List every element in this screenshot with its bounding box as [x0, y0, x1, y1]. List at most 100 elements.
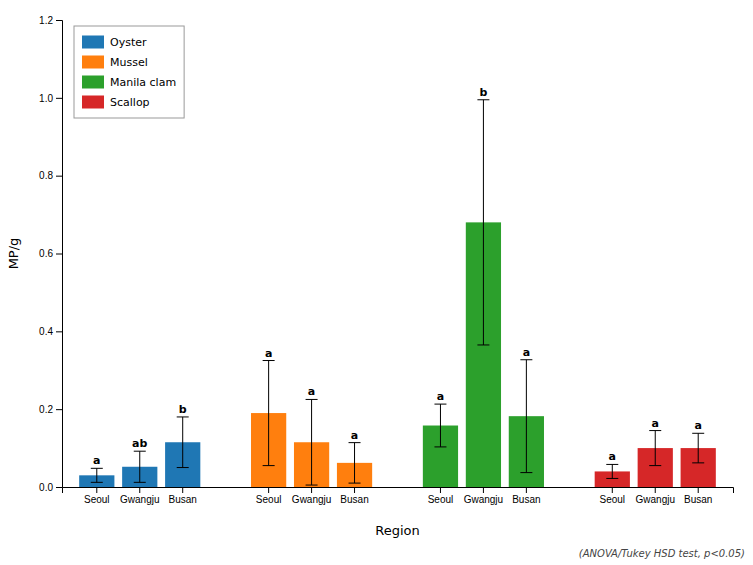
x-tick-mark — [354, 487, 355, 493]
x-tick-label: Busan — [340, 494, 368, 505]
legend-label: Manila clam — [110, 76, 176, 89]
y-tick-label: 0.0 — [39, 482, 53, 493]
x-tick-label: Seoul — [599, 494, 625, 505]
x-tick-label: Seoul — [256, 494, 282, 505]
x-tick: Gwangju — [120, 487, 159, 505]
error-bar — [306, 399, 318, 485]
legend-swatch — [82, 56, 104, 69]
error-bar — [434, 404, 446, 447]
plot: aabbaaaabaaaaSeoulGwangjuBusanSeoulGwang… — [39, 15, 733, 505]
y-tick-label: 0.6 — [39, 248, 53, 259]
series — [595, 431, 716, 487]
error-bar — [692, 433, 704, 463]
legend-swatch — [82, 36, 104, 49]
significance-label: a — [652, 417, 659, 430]
x-tick: Gwangju — [292, 487, 331, 505]
series — [251, 361, 372, 487]
y-tick-label: 0.8 — [39, 170, 53, 181]
x-tick-mark — [612, 487, 613, 493]
y-axis-title: MP/g — [6, 238, 21, 270]
legend-label: Mussel — [110, 56, 148, 69]
legend-swatch — [82, 96, 104, 109]
chart: aabbaaaabaaaaSeoulGwangjuBusanSeoulGwang… — [0, 0, 753, 565]
y-tick-label: 0.2 — [39, 404, 53, 415]
legend: Oyster Mussel Manila clam Scallop — [74, 26, 184, 118]
x-tick-mark — [526, 487, 527, 493]
y-tick-mark — [56, 487, 62, 488]
significance-label: b — [179, 403, 187, 416]
labels: aabbaaaabaaaa — [93, 86, 702, 468]
legend-item: Oyster — [82, 36, 147, 50]
x-tick-label: Seoul — [428, 494, 454, 505]
y-tick-mark — [56, 331, 62, 332]
legend-label: Oyster — [110, 36, 147, 49]
x-axis-line — [63, 488, 734, 494]
x-tick-mark — [139, 487, 140, 493]
error-bar — [520, 360, 532, 473]
x-tick-mark — [698, 487, 699, 493]
x-tick-label: Seoul — [84, 494, 110, 505]
x-tick-label: Gwangju — [636, 494, 675, 505]
x-axis: Seoul Gwangju Busan Seoul Gwangju Busan Seoul G… — [63, 487, 734, 505]
y-tick: 0.2 — [39, 404, 62, 415]
x-tick: Seoul — [256, 487, 282, 505]
significance-label: ab — [132, 437, 147, 450]
legend-item: Manila clam — [82, 76, 176, 90]
y-tick: 0.4 — [39, 326, 62, 337]
x-tick-label: Gwangju — [464, 494, 503, 505]
error-bar — [606, 464, 618, 478]
x-tick: Seoul — [428, 487, 454, 505]
significance-label: a — [308, 385, 315, 398]
y-tick-mark — [56, 254, 62, 255]
error-bar — [649, 431, 661, 466]
x-tick: Seoul — [599, 487, 625, 505]
legend-label: Scallop — [110, 96, 150, 109]
x-tick-mark — [182, 487, 183, 493]
y-tick-mark — [56, 20, 62, 21]
legend-item: Scallop — [82, 96, 150, 110]
legend-swatch — [82, 76, 104, 89]
error-bar — [134, 451, 146, 482]
marks — [79, 100, 716, 487]
significance-label: b — [479, 86, 487, 99]
x-tick-label: Gwangju — [292, 494, 331, 505]
x-tick-label: Busan — [169, 494, 197, 505]
significance-label: a — [265, 347, 272, 360]
y-tick-label: 0.4 — [39, 326, 53, 337]
y-tick: 1.2 — [39, 15, 62, 26]
x-tick: Busan — [169, 487, 197, 505]
y-tick: 0.8 — [39, 170, 62, 181]
error-bar — [477, 100, 489, 345]
y-tick-label: 1.0 — [39, 93, 53, 104]
x-tick: Gwangju — [636, 487, 675, 505]
x-tick: Busan — [684, 487, 712, 505]
x-axis-title: Region — [375, 523, 420, 538]
y-tick: 0.0 — [39, 482, 62, 493]
y-axis: 0.0 0.2 0.4 0.6 0.8 1.0 1.2 — [39, 15, 62, 493]
x-tick-mark — [268, 487, 269, 493]
x-tick: Seoul — [84, 487, 110, 505]
x-tick-label: Busan — [512, 494, 540, 505]
error-bar — [91, 468, 103, 482]
x-tick-mark — [440, 487, 441, 493]
significance-label: a — [93, 454, 100, 467]
y-tick-mark — [56, 409, 62, 410]
significance-label: a — [351, 429, 358, 442]
legend-item: Mussel — [82, 56, 148, 70]
annotation: (ANOVA/Tukey HSD test, p<0.05) — [579, 548, 745, 559]
x-tick-mark — [483, 487, 484, 493]
series — [423, 100, 544, 487]
x-tick-mark — [311, 487, 312, 493]
significance-label: a — [694, 419, 701, 432]
y-tick-label: 1.2 — [39, 15, 53, 26]
x-tick-label: Gwangju — [120, 494, 159, 505]
x-tick: Busan — [512, 487, 540, 505]
legend-frame — [74, 26, 184, 118]
series — [79, 417, 200, 487]
y-tick-mark — [56, 98, 62, 99]
error-bar — [349, 443, 361, 483]
error-bar — [263, 361, 275, 466]
significance-label: a — [609, 450, 616, 463]
y-tick: 1.0 — [39, 93, 62, 104]
x-tick-label: Busan — [684, 494, 712, 505]
